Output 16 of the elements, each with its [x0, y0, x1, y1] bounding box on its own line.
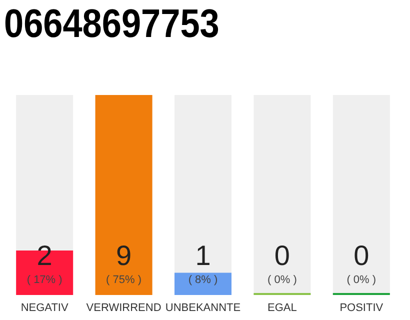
- annotation: ( 17% ): [26, 274, 62, 286]
- x-tick-label: POSITIV: [340, 302, 384, 314]
- bar: [174, 272, 232, 295]
- annotation: ( 0% ): [346, 274, 376, 286]
- chart-title: 06648697753: [4, 2, 220, 47]
- x-tick-label: VERWIRREND: [86, 302, 162, 314]
- data-label: 0: [274, 240, 290, 271]
- data-label: 1: [195, 240, 211, 271]
- data-label: 9: [116, 240, 132, 271]
- x-tick-label: NEGATIV: [20, 302, 69, 314]
- x-tick-label: UNBEKANNTE: [165, 302, 241, 314]
- annotation: ( 75% ): [106, 274, 142, 286]
- annotation: ( 0% ): [268, 274, 297, 286]
- x-tick-label: EGAL: [268, 302, 297, 314]
- data-label: 0: [354, 240, 370, 271]
- annotation: ( 8% ): [188, 274, 218, 286]
